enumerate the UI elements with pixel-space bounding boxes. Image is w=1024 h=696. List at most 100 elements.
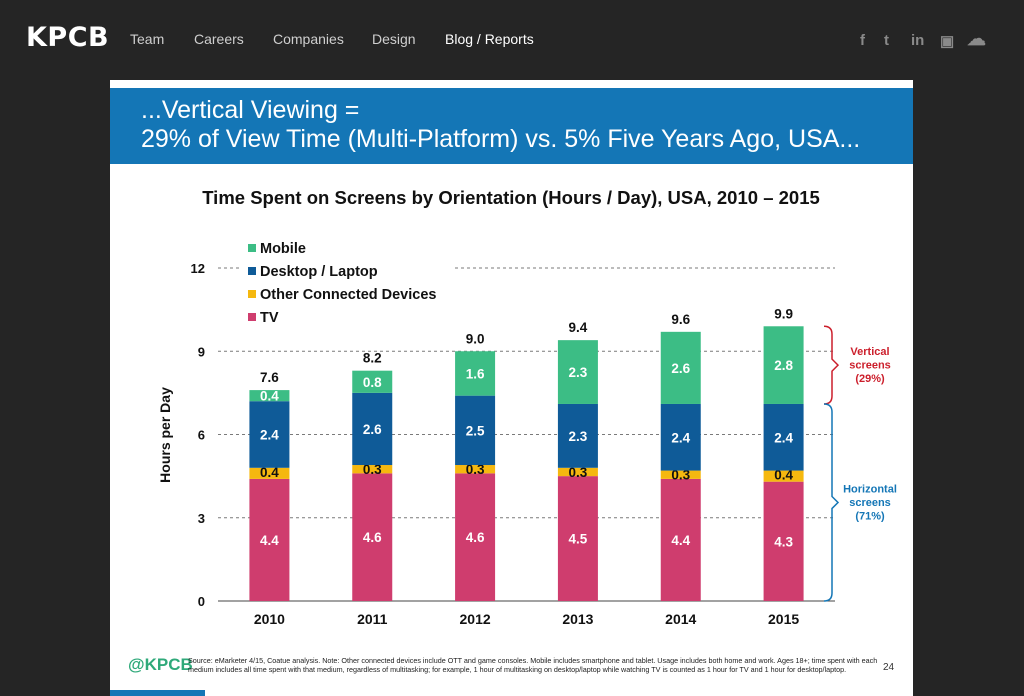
data-label: 4.6 bbox=[466, 530, 485, 545]
data-label: 4.6 bbox=[363, 530, 382, 545]
top-navigation: KPCB Team Careers Companies Design Blog … bbox=[0, 0, 1024, 80]
total-label: 8.2 bbox=[363, 351, 382, 366]
total-label: 9.9 bbox=[774, 306, 793, 321]
bar-segment bbox=[352, 465, 393, 474]
bar-segment bbox=[557, 403, 598, 468]
bar-segment bbox=[249, 467, 290, 479]
legend-label: Mobile bbox=[260, 241, 306, 257]
nav-link-blog-reports[interactable]: Blog / Reports bbox=[445, 31, 534, 47]
slide-heading-line-2: 29% of View Time (Multi-Platform) vs. 5%… bbox=[141, 125, 861, 153]
data-label: 0.3 bbox=[466, 462, 485, 477]
legend-label: Other Connected Devices bbox=[260, 287, 436, 303]
data-label: 2.8 bbox=[774, 358, 793, 373]
youtube-icon[interactable]: ▣ bbox=[940, 33, 955, 50]
total-label: 7.6 bbox=[260, 370, 279, 385]
bar-segment bbox=[249, 478, 290, 601]
data-label: 2.4 bbox=[260, 428, 279, 443]
x-tick-label: 2012 bbox=[460, 611, 491, 627]
slide-progress-strip bbox=[110, 690, 205, 696]
legend-swatch bbox=[248, 244, 256, 252]
report-slide: ...Vertical Viewing = 29% of View Time (… bbox=[110, 80, 913, 696]
data-label: 0.4 bbox=[260, 389, 279, 404]
bar-segment bbox=[660, 470, 701, 479]
source-note: Source: eMarketer 4/15, Coatue analysis.… bbox=[188, 656, 878, 674]
annotation-label: screens bbox=[849, 497, 891, 509]
annotation-brace bbox=[823, 403, 840, 602]
data-label: 0.3 bbox=[569, 465, 588, 480]
data-label: 4.3 bbox=[774, 534, 793, 549]
data-label: 0.4 bbox=[774, 468, 793, 483]
legend-swatch bbox=[248, 313, 256, 321]
annotation-label: (29%) bbox=[855, 373, 885, 385]
annotation-label: Horizontal bbox=[843, 483, 897, 495]
data-label: 4.4 bbox=[671, 533, 690, 548]
y-tick-label: 12 bbox=[191, 261, 205, 276]
annotation-label: (71%) bbox=[855, 510, 885, 522]
y-tick-label: 6 bbox=[198, 428, 205, 443]
x-tick-label: 2015 bbox=[768, 611, 799, 627]
bar-segment bbox=[763, 326, 804, 404]
data-label: 4.4 bbox=[260, 533, 279, 548]
nav-link-design[interactable]: Design bbox=[372, 31, 416, 47]
bar-segment bbox=[763, 481, 804, 601]
x-tick-label: 2013 bbox=[562, 611, 593, 627]
stacked-bar-chart: Time Spent on Screens by Orientation (Ho… bbox=[157, 187, 897, 627]
data-label: 2.3 bbox=[569, 365, 588, 380]
x-tick-label: 2011 bbox=[357, 611, 388, 627]
linkedin-icon[interactable]: in bbox=[911, 32, 925, 49]
bar-segment bbox=[763, 470, 804, 482]
nav-link-companies[interactable]: Companies bbox=[273, 31, 344, 47]
slide-header: ...Vertical Viewing = 29% of View Time (… bbox=[110, 88, 913, 164]
bar-segment bbox=[455, 351, 496, 396]
bar-segment bbox=[660, 478, 701, 601]
bar-segment bbox=[557, 467, 598, 477]
bar-segment bbox=[455, 395, 496, 466]
facebook-icon[interactable]: f bbox=[860, 32, 865, 49]
x-tick-label: 2014 bbox=[665, 611, 696, 627]
data-label: 1.6 bbox=[466, 366, 485, 381]
data-label: 2.4 bbox=[774, 430, 793, 445]
y-tick-label: 0 bbox=[198, 594, 205, 609]
legend-label: Desktop / Laptop bbox=[260, 264, 378, 280]
annotation-label: screens bbox=[849, 360, 891, 372]
twitter-icon[interactable]: t bbox=[884, 32, 889, 49]
bar-segment bbox=[249, 401, 290, 468]
total-label: 9.6 bbox=[671, 312, 690, 327]
bar-segment bbox=[455, 465, 496, 474]
data-label: 0.3 bbox=[671, 468, 690, 483]
data-label: 0.4 bbox=[260, 465, 279, 480]
data-label: 2.6 bbox=[671, 361, 690, 376]
chart-title: Time Spent on Screens by Orientation (Ho… bbox=[202, 187, 820, 208]
bar-segment bbox=[557, 476, 598, 601]
bar-segment bbox=[352, 392, 393, 466]
y-axis-label: Hours per Day bbox=[157, 387, 173, 483]
data-label: 4.5 bbox=[569, 532, 588, 547]
y-tick-label: 3 bbox=[198, 511, 205, 526]
data-label: 2.6 bbox=[363, 422, 382, 437]
soundcloud-icon[interactable]: ☁ bbox=[967, 29, 986, 50]
data-label: 0.8 bbox=[363, 375, 382, 390]
bar-segment bbox=[763, 403, 804, 471]
annotation-brace bbox=[823, 325, 840, 405]
bar-segment bbox=[557, 340, 598, 404]
bar-segment bbox=[352, 370, 393, 393]
nav-link-careers[interactable]: Careers bbox=[194, 31, 244, 47]
data-label: 2.3 bbox=[569, 429, 588, 444]
total-label: 9.4 bbox=[569, 320, 588, 335]
nav-link-team[interactable]: Team bbox=[130, 31, 165, 47]
legend-label: TV bbox=[260, 310, 279, 326]
bar-segment bbox=[455, 473, 496, 601]
bar-segment bbox=[352, 473, 393, 601]
slide-number: 24 bbox=[883, 662, 895, 673]
y-tick-label: 9 bbox=[198, 344, 205, 359]
total-label: 9.0 bbox=[466, 331, 485, 346]
data-label: 2.5 bbox=[466, 423, 485, 438]
kpcb-footer-logo: @KPCB bbox=[128, 655, 193, 674]
bar-segment bbox=[660, 403, 701, 471]
kpcb-logo[interactable]: KPCB bbox=[26, 22, 110, 53]
bar-segment bbox=[249, 390, 290, 402]
data-label: 0.3 bbox=[363, 462, 382, 477]
bar-segment bbox=[660, 331, 701, 404]
x-tick-label: 2010 bbox=[254, 611, 285, 627]
slide-heading-line-1: ...Vertical Viewing = bbox=[141, 96, 360, 124]
